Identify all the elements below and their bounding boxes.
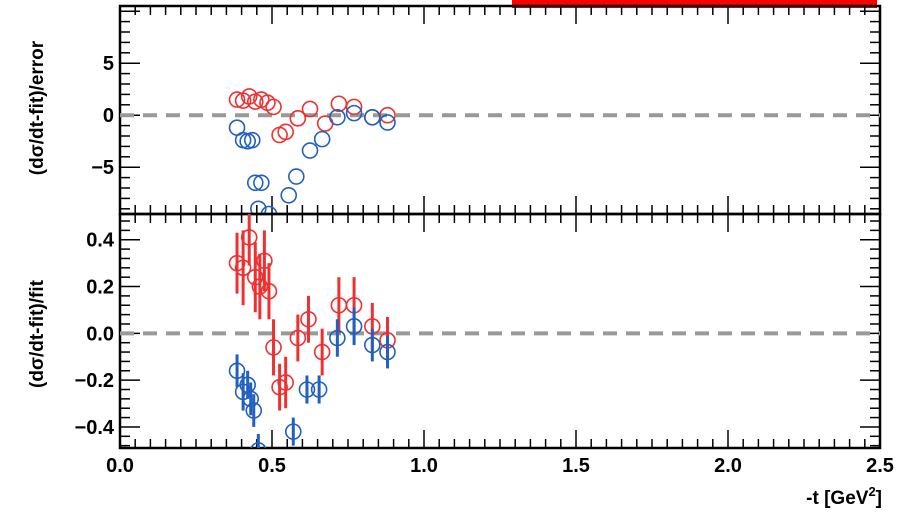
panel-frame	[118, 212, 882, 450]
blue-data-point	[301, 142, 319, 159]
blue-data-point	[245, 402, 263, 419]
blue-data-point	[379, 114, 396, 131]
red-data-point	[289, 329, 307, 347]
blue-data-point	[250, 442, 267, 448]
blue-data-point	[313, 130, 331, 148]
y-tick-label: −5	[91, 157, 114, 179]
red-data-point	[265, 339, 282, 356]
x-tick-label: 2.5	[866, 455, 894, 477]
red-data-point	[330, 296, 348, 314]
red-data-point	[240, 88, 258, 105]
blue-data-point	[253, 174, 270, 192]
red-data-point	[251, 278, 269, 295]
y-tick-label: 0	[103, 105, 114, 127]
x-tick-label: 1.0	[410, 455, 438, 477]
red-data-point	[289, 110, 307, 127]
blue-data-point	[379, 343, 396, 361]
red-data-point	[277, 374, 294, 391]
x-axis-title: -t [GeV2]	[806, 484, 882, 509]
red-data-point	[330, 95, 348, 113]
blue-data-point	[329, 329, 346, 347]
blue-data-point	[239, 376, 256, 394]
blue-data-point	[329, 108, 346, 126]
blue-data-point	[260, 205, 278, 214]
blue-data-point	[345, 318, 363, 335]
y-tick-label: −0.2	[75, 370, 114, 392]
red-data-point	[277, 123, 294, 141]
x-tick-label: 1.5	[562, 455, 590, 477]
blue-data-point	[280, 186, 298, 204]
blue-data-point	[364, 336, 381, 354]
y-tick-label: 5	[103, 53, 114, 75]
panel-frame	[118, 4, 882, 216]
red-data-point	[313, 343, 331, 361]
x-tick-label: 2.0	[714, 455, 742, 477]
blue-data-point	[243, 131, 261, 149]
red-data-point	[300, 310, 317, 328]
red-data-point	[301, 100, 319, 118]
top-y-axis-title: (dσ/dt-fit)/error	[27, 40, 48, 175]
y-tick-label: 0.0	[86, 323, 114, 345]
blue-data-point	[228, 362, 246, 380]
blue-data-point	[298, 381, 316, 398]
red-data-point	[265, 98, 282, 116]
red-data-point	[256, 252, 273, 270]
red-data-point	[228, 91, 246, 108]
blue-data-point	[284, 423, 302, 440]
y-tick-label: 0.4	[86, 230, 115, 252]
top-panel: 5 0 −5	[91, 4, 882, 216]
red-data-point	[260, 282, 278, 300]
blue-data-point	[364, 108, 381, 126]
red-data-point	[240, 229, 258, 246]
x-tick-label: 0.0	[106, 455, 134, 477]
blue-data-point	[242, 390, 260, 408]
blue-data-point	[345, 104, 363, 122]
x-tick-label: 0.5	[258, 455, 286, 477]
y-tick-label: −0.4	[75, 417, 115, 439]
y-tick-label: 0.2	[86, 277, 114, 299]
blue-data-point	[288, 168, 305, 185]
blue-data-point	[310, 381, 328, 398]
bottom-y-axis-title: (dσ/dt-fit)/fit	[27, 279, 48, 388]
red-data-point	[234, 259, 252, 277]
blue-data-point	[246, 174, 264, 192]
red-banner	[512, 0, 877, 8]
bottom-panel: 0.4 0.2 0.0 −0.2 −0.4 0.0 0.5 1.0 1.5 2.0 2.5	[75, 212, 894, 477]
red-data-point	[345, 98, 363, 116]
blue-data-point	[250, 200, 267, 214]
red-data-point	[246, 268, 264, 286]
